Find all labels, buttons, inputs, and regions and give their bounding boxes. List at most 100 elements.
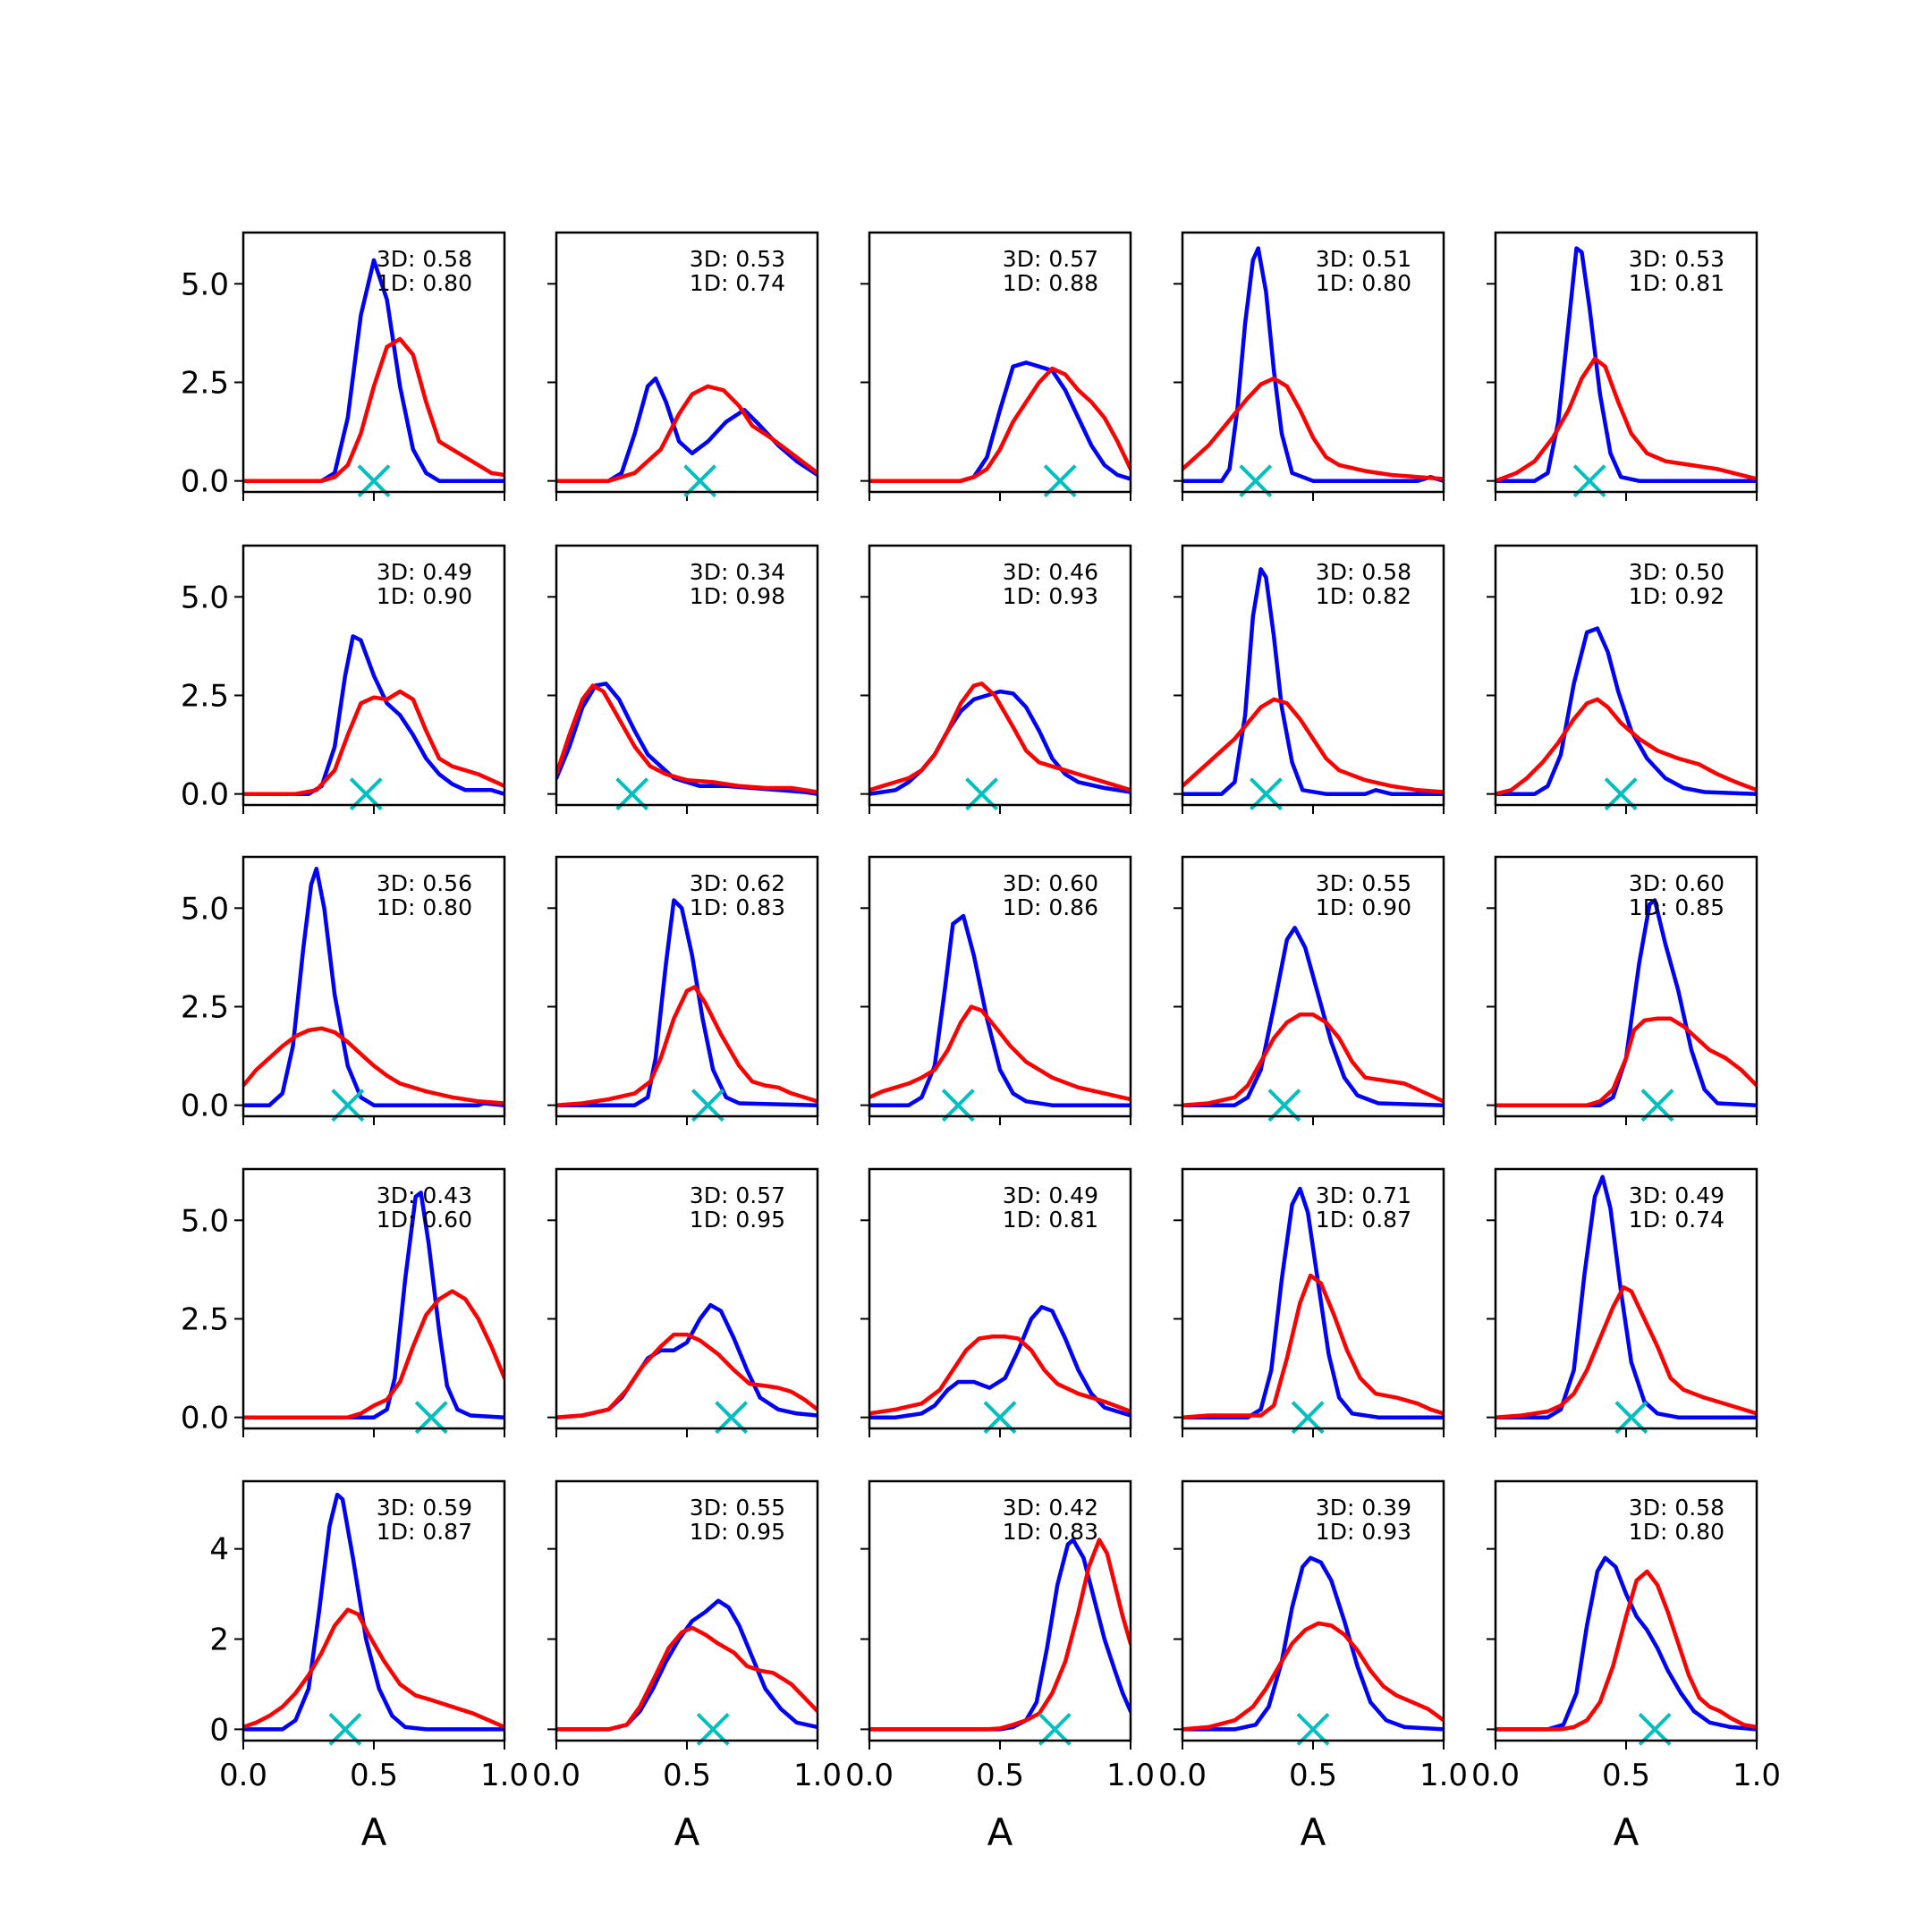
blue-density-line bbox=[1496, 246, 1757, 483]
red-density-line bbox=[556, 384, 818, 483]
score-3d-label: 3D: 0.71 bbox=[1316, 1182, 1411, 1208]
score-1d-label: 1D: 0.83 bbox=[1003, 1519, 1098, 1545]
x-marker-stroke bbox=[1038, 1712, 1072, 1746]
panel-frame bbox=[555, 544, 819, 807]
y-tick-label: 0.0 bbox=[181, 1401, 229, 1436]
x-tick-label: 1.0 bbox=[1106, 1758, 1155, 1793]
score-1d-label: 1D: 0.81 bbox=[1629, 270, 1724, 296]
score-3d-label: 3D: 0.53 bbox=[690, 246, 785, 272]
red-density-line bbox=[556, 1332, 818, 1419]
x-marker bbox=[328, 1712, 362, 1746]
y-tick-label: 0.0 bbox=[181, 777, 229, 813]
blue-density-line bbox=[1496, 898, 1757, 1107]
score-1d-label: 1D: 0.90 bbox=[1316, 894, 1411, 920]
score-3d-label: 3D: 0.55 bbox=[690, 1495, 785, 1521]
blue-density-line bbox=[869, 1305, 1131, 1419]
red-density-line bbox=[869, 1004, 1131, 1102]
x-tick-label: 1.0 bbox=[1733, 1758, 1781, 1793]
blue-density-line bbox=[1182, 567, 1444, 796]
score-3d-label: 3D: 0.56 bbox=[377, 870, 472, 896]
y-tick-label: 5.0 bbox=[181, 1203, 229, 1239]
red-density-line bbox=[1496, 1284, 1757, 1419]
panel-frame bbox=[868, 231, 1132, 494]
x-marker-stroke bbox=[1638, 1712, 1672, 1746]
y-tick-label: 2.5 bbox=[181, 365, 229, 401]
panel-frame bbox=[1494, 855, 1758, 1118]
x-axis-label: A bbox=[361, 1810, 387, 1854]
score-1d-label: 1D: 0.95 bbox=[690, 1207, 785, 1233]
score-3d-label: 3D: 0.46 bbox=[1003, 559, 1098, 585]
blue-density-line bbox=[243, 866, 504, 1107]
score-1d-label: 1D: 0.85 bbox=[1629, 894, 1724, 920]
score-1d-label: 1D: 0.74 bbox=[1629, 1207, 1724, 1233]
score-3d-label: 3D: 0.59 bbox=[377, 1495, 472, 1521]
blue-density-line bbox=[243, 634, 504, 796]
y-tick-label: 0.0 bbox=[181, 1089, 229, 1124]
score-3d-label: 3D: 0.39 bbox=[1316, 1495, 1411, 1521]
red-density-line bbox=[1182, 1621, 1444, 1732]
blue-density-line bbox=[243, 1492, 504, 1732]
score-1d-label: 1D: 0.92 bbox=[1629, 583, 1724, 609]
red-density-line bbox=[1496, 1016, 1757, 1107]
x-marker-stroke bbox=[696, 1712, 730, 1746]
red-density-line bbox=[869, 366, 1131, 483]
x-marker bbox=[1638, 1712, 1672, 1746]
score-1d-label: 1D: 0.81 bbox=[1003, 1207, 1098, 1233]
score-3d-label: 3D: 0.42 bbox=[1003, 1495, 1098, 1521]
panel-frame bbox=[1181, 544, 1445, 807]
red-density-line bbox=[243, 1026, 504, 1106]
score-1d-label: 1D: 0.93 bbox=[1003, 583, 1098, 609]
panel-frame bbox=[242, 544, 506, 807]
score-3d-label: 3D: 0.62 bbox=[690, 870, 785, 896]
score-1d-label: 1D: 0.86 bbox=[1003, 894, 1098, 920]
x-tick-label: 0.0 bbox=[1158, 1758, 1207, 1793]
score-1d-label: 1D: 0.74 bbox=[690, 270, 785, 296]
panel-frame bbox=[1494, 1479, 1758, 1742]
panel-frame bbox=[1181, 855, 1445, 1118]
blue-density-line bbox=[1182, 1186, 1444, 1419]
score-1d-label: 1D: 0.88 bbox=[1003, 270, 1098, 296]
x-marker bbox=[1038, 1712, 1072, 1746]
panel-frame bbox=[555, 1167, 819, 1430]
score-1d-label: 1D: 0.83 bbox=[690, 894, 785, 920]
x-marker-stroke bbox=[1296, 1712, 1330, 1746]
panel-frame bbox=[868, 544, 1132, 807]
y-tick-label: 0 bbox=[209, 1712, 229, 1748]
blue-density-line bbox=[556, 898, 818, 1107]
panel-frame bbox=[1494, 1167, 1758, 1430]
y-tick-label: 5.0 bbox=[181, 267, 229, 302]
blue-density-line bbox=[869, 913, 1131, 1107]
x-tick-label: 1.0 bbox=[1419, 1758, 1468, 1793]
x-tick-label: 1.0 bbox=[480, 1758, 529, 1793]
score-3d-label: 3D: 0.57 bbox=[690, 1182, 785, 1208]
blue-density-line bbox=[243, 258, 504, 483]
y-tick-label: 5.0 bbox=[181, 580, 229, 615]
blue-density-line bbox=[869, 360, 1131, 483]
x-tick-label: 0.5 bbox=[350, 1758, 398, 1793]
score-1d-label: 1D: 0.87 bbox=[1316, 1207, 1411, 1233]
red-density-line bbox=[243, 1289, 504, 1419]
score-1d-label: 1D: 0.93 bbox=[1316, 1519, 1411, 1545]
blue-density-line bbox=[1182, 1555, 1444, 1732]
x-axis-label: A bbox=[987, 1810, 1013, 1854]
score-3d-label: 3D: 0.57 bbox=[1003, 246, 1098, 272]
y-tick-label: 2 bbox=[209, 1623, 229, 1658]
score-3d-label: 3D: 0.58 bbox=[1629, 1495, 1724, 1521]
score-3d-label: 3D: 0.60 bbox=[1003, 870, 1098, 896]
y-tick-label: 2.5 bbox=[181, 1301, 229, 1337]
score-1d-label: 1D: 0.98 bbox=[690, 583, 785, 609]
red-density-line bbox=[1182, 697, 1444, 794]
